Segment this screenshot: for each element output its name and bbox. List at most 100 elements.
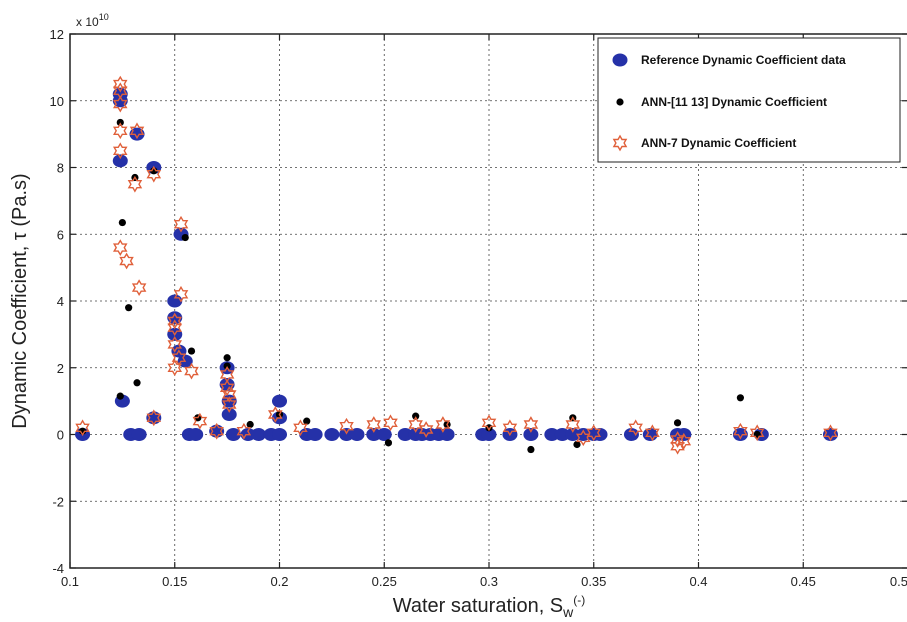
reference-data-point xyxy=(221,407,237,421)
x-tick-label: 0.1 xyxy=(61,574,79,589)
ann-7-point xyxy=(112,142,128,160)
ann-7-point xyxy=(129,122,145,140)
reference-data-point xyxy=(324,428,340,441)
ann-7-point xyxy=(146,165,162,183)
ann-7-point xyxy=(127,175,143,193)
x-tick-label: 0.45 xyxy=(791,574,816,589)
ann-11-13-point xyxy=(116,118,124,127)
ann-7-point xyxy=(628,419,643,437)
legend-marker-2 xyxy=(612,134,628,152)
reference-data-point xyxy=(307,428,323,441)
ann-7-point xyxy=(209,422,224,440)
ann-11-13-point xyxy=(223,354,231,362)
ann-11-13-point xyxy=(384,439,393,447)
ann-11-13-point xyxy=(303,417,311,425)
ann-11-13-point xyxy=(573,440,581,449)
reference-data-point xyxy=(272,394,287,408)
reference-data-point xyxy=(376,428,392,441)
legend-box xyxy=(597,37,901,163)
ann-7-point xyxy=(221,396,237,413)
y-tick-label: 4 xyxy=(57,294,64,309)
x-tick-label: 0.4 xyxy=(689,574,707,589)
ann-11-13-point xyxy=(125,304,133,312)
legend-marker-0 xyxy=(612,53,628,67)
ann-7-point xyxy=(112,75,128,93)
ann-7-point xyxy=(823,424,838,442)
y-tick-label: 10 xyxy=(50,94,64,109)
ann-11-13-point xyxy=(118,218,126,227)
x-tick-label: 0.35 xyxy=(581,574,606,589)
ann-11-13-point xyxy=(736,394,745,402)
y-multiplier-label: x 1010 xyxy=(76,12,109,29)
legend-marker-1 xyxy=(616,98,624,106)
ann-11-13-point xyxy=(527,445,535,454)
y-axis-label: Dynamic Coefficient, τ (Pa.s) xyxy=(9,173,31,428)
ann-7-point xyxy=(184,362,199,380)
x-axis-label: Water saturation, Sw(-) xyxy=(393,593,586,620)
ann-7-point xyxy=(366,416,382,433)
ann-7-point xyxy=(236,422,252,440)
ann-7-point xyxy=(339,417,354,435)
ann-11-13-point xyxy=(673,419,682,427)
legend-label-1: ANN-[11 13] Dynamic Coefficient xyxy=(641,95,827,109)
reference-data-point xyxy=(167,294,183,308)
reference-data-point xyxy=(272,428,287,441)
reference-data-point xyxy=(349,428,365,441)
ann-7-point xyxy=(502,419,518,437)
reference-data-point xyxy=(822,428,838,441)
legend: Reference Dynamic Coefficient data ANN-[1… xyxy=(597,37,901,163)
x-axis-ticks: 0.1 0.15 0.2 0.25 0.3 0.35 0.4 0.45 0.5 xyxy=(61,34,907,589)
ann-7-point xyxy=(192,412,208,430)
ann-7-point xyxy=(167,336,183,353)
reference-data-point xyxy=(554,428,570,441)
ann-7-point xyxy=(670,431,685,448)
ann-11-13-point xyxy=(412,412,420,420)
reference-data-point xyxy=(209,424,225,438)
ann-7-point xyxy=(167,319,183,337)
ann-7-point xyxy=(112,122,128,140)
ann-7-point xyxy=(112,239,128,256)
reference-data-point xyxy=(592,428,608,441)
y-tick-label: 8 xyxy=(57,161,64,176)
ann-7-point xyxy=(670,437,685,455)
ann-7-point xyxy=(481,414,497,432)
reference-data-point xyxy=(565,428,581,441)
y-axis-ticks: -4 -2 0 2 4 6 8 10 12 xyxy=(50,27,907,576)
ann-7-point xyxy=(408,416,423,433)
ann-11-13-point xyxy=(753,430,761,439)
ann-7-point xyxy=(749,424,765,442)
reference-data-point xyxy=(523,428,539,441)
ann-7-point xyxy=(173,215,189,233)
series-2 xyxy=(75,75,838,455)
reference-data-point xyxy=(188,428,204,441)
ann-7-point xyxy=(293,419,308,437)
ann-7-point xyxy=(267,406,283,423)
ann-7-point xyxy=(523,416,539,433)
y-tick-label: 0 xyxy=(57,428,64,443)
ann-11-13-point xyxy=(181,233,189,242)
ann-7-point xyxy=(75,419,90,437)
ann-11-13-point xyxy=(133,379,141,387)
ann-7-point xyxy=(565,416,581,433)
ann-7-point xyxy=(676,432,692,450)
ann-7-point xyxy=(171,349,187,367)
ann-7-point xyxy=(733,422,748,440)
reference-data-point xyxy=(481,428,497,441)
x-tick-label: 0.2 xyxy=(270,574,288,589)
reference-data-point xyxy=(112,154,128,168)
legend-label-2: ANN-7 Dynamic Coefficient xyxy=(641,136,796,150)
ann-11-13-point xyxy=(116,392,124,400)
y-tick-label: 12 xyxy=(50,27,64,42)
legend-label-0: Reference Dynamic Coefficient data xyxy=(641,53,846,67)
ann-11-13-point xyxy=(246,420,254,429)
ann-7-point xyxy=(131,279,147,296)
reference-data-point xyxy=(544,428,560,441)
y-tick-label: -2 xyxy=(52,494,64,509)
ann-7-point xyxy=(418,421,434,438)
data-marks xyxy=(75,75,838,455)
x-tick-label: 0.5 xyxy=(890,574,907,589)
ann-7-point xyxy=(586,424,602,442)
ann-7-point xyxy=(167,359,183,377)
ann-7-point xyxy=(119,252,134,270)
